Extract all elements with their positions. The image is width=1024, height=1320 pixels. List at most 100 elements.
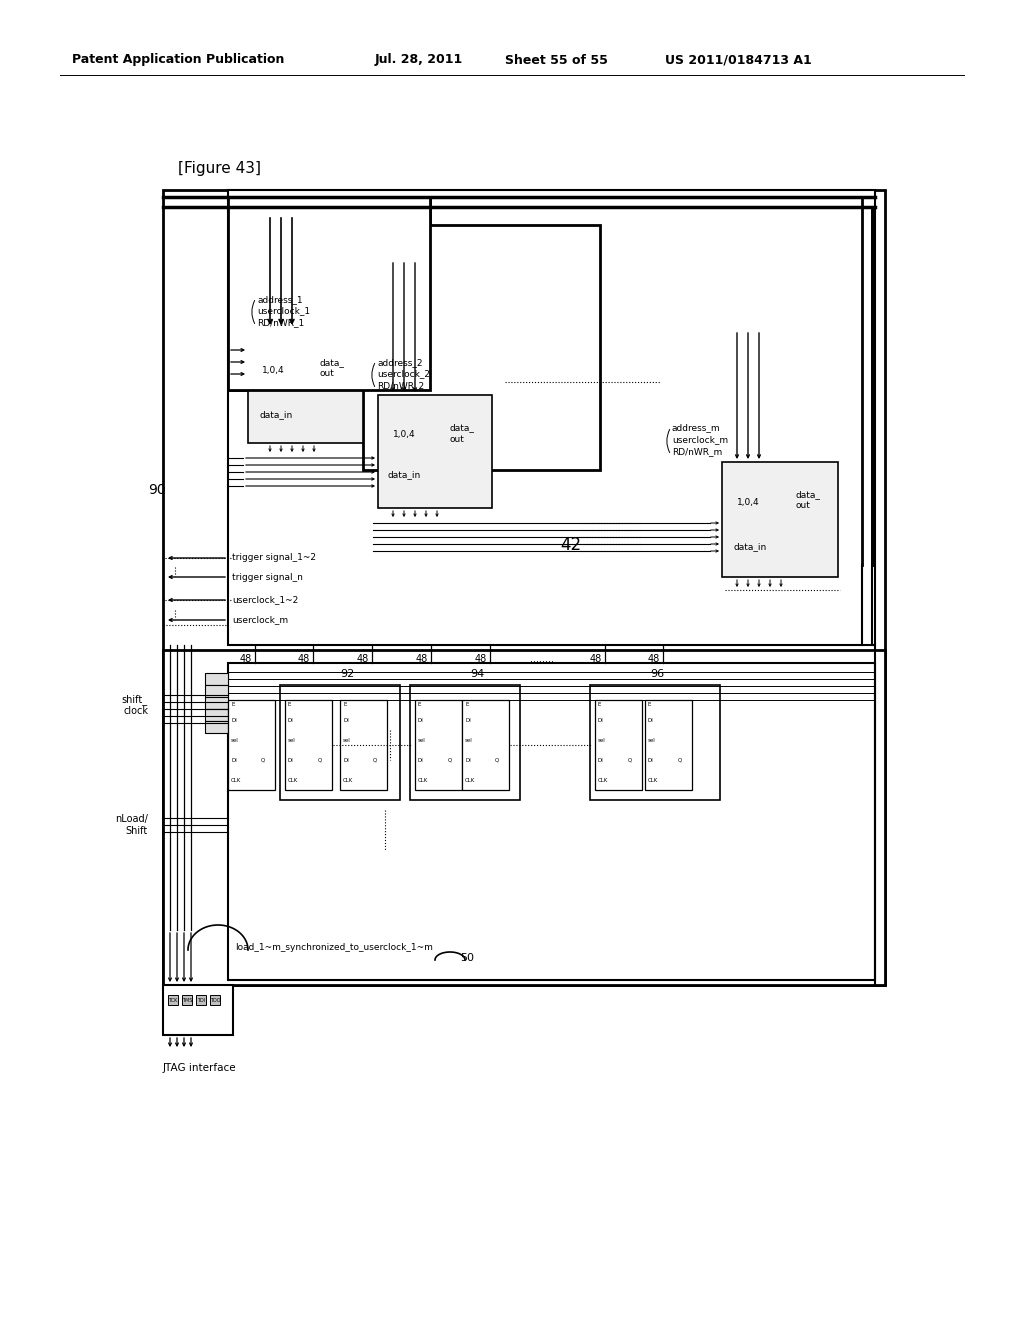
Text: CLK: CLK <box>648 777 658 783</box>
Bar <box>595 700 642 789</box>
Text: DI: DI <box>648 718 654 722</box>
Text: 48: 48 <box>590 653 602 664</box>
Text: DI: DI <box>231 718 237 722</box>
Bar <box>410 685 520 800</box>
Text: data_in: data_in <box>260 411 293 420</box>
Text: RD/nWR_m: RD/nWR_m <box>672 447 722 457</box>
Bar <box>205 709 228 721</box>
Text: Q: Q <box>495 758 500 763</box>
Bar <box>285 700 332 789</box>
Text: Sheet 55 of 55: Sheet 55 of 55 <box>505 54 608 66</box>
Bar <box>163 985 233 1035</box>
Text: 42: 42 <box>560 536 582 554</box>
Text: DI: DI <box>648 758 654 763</box>
Text: load_1~m_synchronized_to_userclock_1~m: load_1~m_synchronized_to_userclock_1~m <box>234 944 433 953</box>
Bar <box>205 685 228 697</box>
Text: DI: DI <box>598 758 604 763</box>
Text: address_2: address_2 <box>377 359 423 367</box>
Text: sel: sel <box>465 738 473 742</box>
Text: data_: data_ <box>795 491 820 499</box>
Text: US 2011/0184713 A1: US 2011/0184713 A1 <box>665 54 812 66</box>
Text: RD/nWR_1: RD/nWR_1 <box>257 318 304 327</box>
Text: Jul. 28, 2011: Jul. 28, 2011 <box>375 54 463 66</box>
Bar <box>163 649 885 985</box>
Text: 48: 48 <box>240 653 252 664</box>
Bar <box>228 190 874 645</box>
Text: Q: Q <box>373 758 377 763</box>
Bar <box>228 663 874 979</box>
Text: 90: 90 <box>148 483 166 498</box>
Text: 1,0,4: 1,0,4 <box>393 430 416 440</box>
Text: data_: data_ <box>450 424 475 433</box>
Text: sel: sel <box>418 738 426 742</box>
Bar <box>378 395 492 508</box>
Text: 48: 48 <box>298 653 310 664</box>
Text: DI: DI <box>288 718 294 722</box>
Bar <box>163 190 885 985</box>
Text: sel: sel <box>598 738 606 742</box>
Text: DI: DI <box>465 718 471 722</box>
Text: CLK: CLK <box>343 777 353 783</box>
Text: TDI: TDI <box>197 998 205 1002</box>
Bar <box>590 685 720 800</box>
Text: ........: ........ <box>530 653 554 664</box>
Text: 48: 48 <box>648 653 660 664</box>
Text: Q: Q <box>678 758 682 763</box>
Text: Patent Application Publication: Patent Application Publication <box>72 54 285 66</box>
Text: DI: DI <box>288 758 294 763</box>
Text: [Figure 43]: [Figure 43] <box>178 161 261 176</box>
Text: E: E <box>288 702 292 708</box>
Text: E: E <box>343 702 346 708</box>
Text: TMS: TMS <box>182 998 193 1002</box>
Text: address_1: address_1 <box>257 296 303 305</box>
Text: shift_
clock: shift_ clock <box>122 694 148 717</box>
Text: 48: 48 <box>357 653 370 664</box>
Bar <box>280 685 400 800</box>
Text: data_: data_ <box>319 359 345 367</box>
Text: 50: 50 <box>460 953 474 964</box>
Text: CLK: CLK <box>288 777 298 783</box>
Text: TDO: TDO <box>210 998 220 1002</box>
Text: userclock_2: userclock_2 <box>377 370 430 379</box>
Text: trigger signal_n: trigger signal_n <box>232 573 303 582</box>
Text: userclock_m: userclock_m <box>232 615 288 624</box>
Text: DI: DI <box>343 758 349 763</box>
Bar <box>168 995 178 1005</box>
Bar <box>248 327 362 444</box>
Text: sel: sel <box>648 738 655 742</box>
Text: TCK: TCK <box>168 998 178 1002</box>
Text: CLK: CLK <box>231 777 242 783</box>
Text: 94: 94 <box>470 669 484 678</box>
Bar <box>722 462 838 577</box>
Text: 48: 48 <box>475 653 487 664</box>
Text: nLoad/
Shift: nLoad/ Shift <box>115 814 148 836</box>
Bar <box>196 995 206 1005</box>
Text: userclock_m: userclock_m <box>672 436 728 445</box>
Text: 1,0,4: 1,0,4 <box>262 366 285 375</box>
Text: 1,0,4: 1,0,4 <box>737 498 760 507</box>
Bar <box>205 697 228 709</box>
Text: DI: DI <box>465 758 471 763</box>
Text: out: out <box>450 434 465 444</box>
Text: E: E <box>598 702 601 708</box>
Bar <box>462 700 509 789</box>
Bar <box>340 700 387 789</box>
Bar <box>228 700 275 789</box>
Text: CLK: CLK <box>598 777 608 783</box>
Bar <box>205 673 228 685</box>
Bar <box>362 224 600 470</box>
Text: DI: DI <box>343 718 349 722</box>
Text: userclock_1: userclock_1 <box>257 306 310 315</box>
Text: E: E <box>465 702 468 708</box>
Text: E: E <box>418 702 421 708</box>
Text: sel: sel <box>288 738 296 742</box>
Bar <box>205 721 228 733</box>
Text: address_m: address_m <box>672 424 721 433</box>
Text: DI: DI <box>231 758 237 763</box>
Text: 48: 48 <box>416 653 428 664</box>
Text: E: E <box>231 702 234 708</box>
Text: out: out <box>319 370 335 379</box>
Text: userclock_1~2: userclock_1~2 <box>232 595 298 605</box>
Text: RD/nWR_2: RD/nWR_2 <box>377 381 424 391</box>
Text: E: E <box>648 702 651 708</box>
